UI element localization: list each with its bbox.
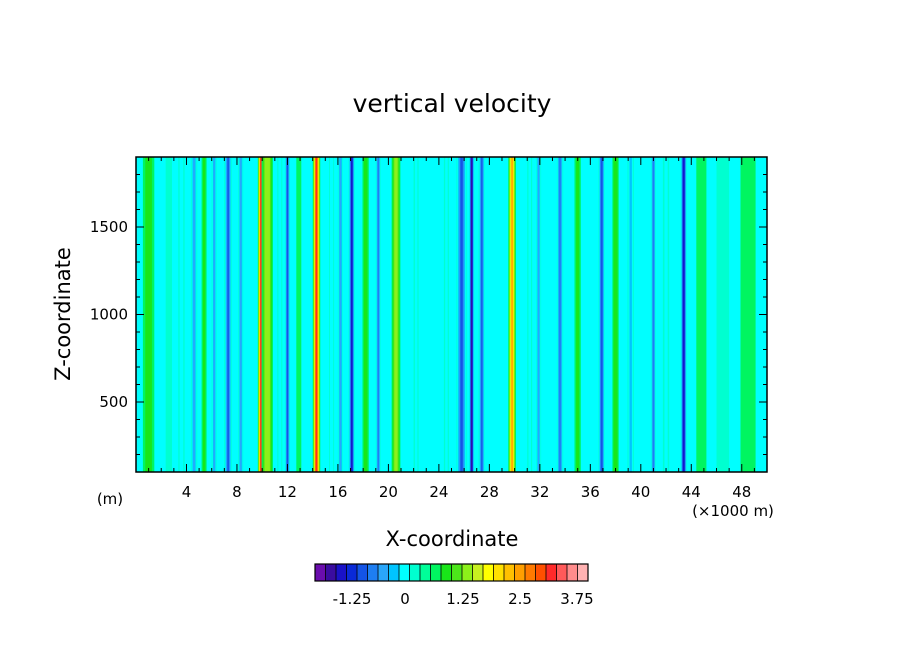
x-axis-unit-left: (m) [97,490,123,508]
y-tick-label: 1500 [90,218,128,236]
chart-title: vertical velocity [353,89,552,118]
colorbar-swatch [441,564,452,581]
colorbar-swatch [535,564,547,581]
x-tick-label: 4 [182,483,192,501]
heatmap-stripe [716,157,730,472]
colorbar-swatch [430,564,442,581]
y-tick-label: 1000 [90,306,128,324]
heatmap-stripe [576,157,580,472]
colorbar-tick-label: 0 [400,590,410,608]
heatmap-stripe [239,157,242,472]
heatmap-stripe [286,157,289,472]
colorbar-swatch [493,564,505,581]
heatmap-stripe [414,157,418,472]
heatmap-stripe [613,157,618,472]
colorbar: -1.25 0 1.25 2.5 3.75 [314,563,594,608]
heatmap-stripe [260,157,262,472]
x-tick-label: 40 [631,483,650,501]
heatmap-stripe [179,157,184,472]
x-axis-label: X-coordinate [386,527,519,551]
colorbar-swatch [556,564,568,581]
colorbar-swatch [315,564,326,581]
x-tick-label: 48 [732,483,751,501]
colorbar-swatch [451,564,463,581]
heatmap-stripe [351,157,353,472]
heatmap-field [136,157,767,472]
x-axis-unit-right: (×1000 m) [692,502,774,520]
heatmap-stripe [445,157,448,472]
heatmap-stripe [363,157,368,472]
heatmap-stripe [629,157,632,472]
colorbar-swatch [472,564,484,581]
x-tick-label: 8 [232,483,242,501]
heatmap-stripe [600,157,603,472]
colorbar-swatch [504,564,515,581]
colorbar-swatch [367,564,379,581]
colorbar-swatch [336,564,347,581]
heatmap-stripe [315,157,317,472]
colorbar-swatch [514,564,526,581]
heatmap-stripe [696,157,707,472]
heatmap-stripe [145,157,152,472]
heatmap-stripe [460,157,463,472]
heatmap-stripe [664,157,668,472]
x-tick-label: 44 [682,483,701,501]
colorbar-swatch [409,564,421,581]
colorbar-swatch [346,564,358,581]
x-tick-label: 20 [379,483,398,501]
colorbar-swatch [378,564,389,581]
heatmap-stripe [165,157,172,472]
heatmap-stripe [511,157,513,472]
colorbar-swatch [388,564,400,581]
heatmap-stripe [481,157,483,472]
colorbar-swatch [462,564,473,581]
heatmap-stripe [652,157,655,472]
y-tick-label: 500 [99,393,128,411]
x-tick-label: 28 [480,483,499,501]
x-tick-label: 12 [278,483,297,501]
heatmap-stripe [296,157,302,472]
heatmap-stripe [330,157,334,472]
heatmap-stripe [683,157,685,472]
x-tick-label: 24 [429,483,448,501]
x-tick-label: 16 [328,483,347,501]
colorbar-swatch [483,564,494,581]
colorbar-swatch [546,564,557,581]
y-axis-label: Z-coordinate [51,247,75,381]
heatmap-stripe [278,157,282,472]
colorbar-swatch [577,564,589,581]
heatmap-stripe [394,157,398,472]
heatmap-stripe [339,157,342,472]
colorbar-tick-label: 1.25 [446,590,479,608]
colorbar-swatch [567,564,578,581]
heatmap-stripe [213,157,215,472]
heatmap-stripe [740,157,756,472]
colorbar-swatch [525,564,536,581]
colorbar-tick-label: 3.75 [560,590,593,608]
heatmap-stripe [471,157,473,472]
heatmap-stripe [265,157,269,472]
heatmap-stripe [559,157,561,472]
colorbar-frame [314,563,589,582]
colorbar-swatch [399,564,410,581]
heatmap-stripe [377,157,379,472]
x-tick-label: 32 [530,483,549,501]
heatmap-stripe [193,157,195,472]
heatmap-stripe [202,157,206,472]
heatmap-stripe [537,157,540,472]
x-tick-label: 36 [581,483,600,501]
y-axis-ticks: 500 1000 1500 [90,156,767,455]
colorbar-swatch [357,564,368,581]
colorbar-swatch [420,564,431,581]
colorbar-tick-label: -1.25 [333,590,372,608]
heatmap-stripe [528,157,531,472]
colorbar-swatch [325,564,337,581]
heatmap-stripe [227,157,229,472]
x-axis-ticks: 4 8 12 16 20 24 28 32 36 40 44 48 [135,157,768,501]
colorbar-tick-label: 2.5 [508,590,532,608]
